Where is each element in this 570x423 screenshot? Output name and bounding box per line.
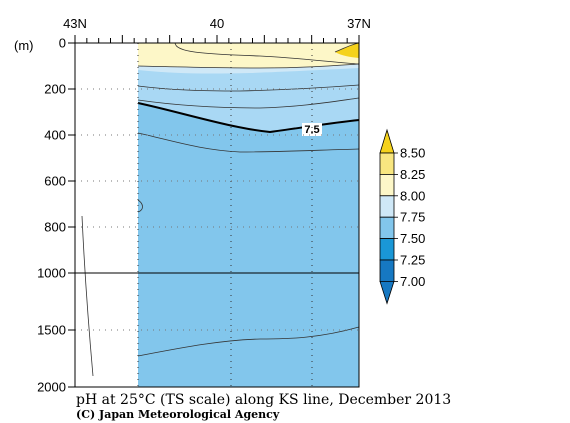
legend: 8.50 8.25 8.00 7.75 7.50 7.25 7.00 xyxy=(379,128,425,305)
contour-line xyxy=(137,326,360,357)
legend-swatch xyxy=(379,152,395,175)
y-tick-label: 1500 xyxy=(37,323,66,338)
legend-label: 7.00 xyxy=(400,274,425,289)
y-axis-unit: (m) xyxy=(14,38,34,53)
y-tick-label: 800 xyxy=(44,220,66,235)
legend-swatch xyxy=(379,195,395,218)
legend-swatch xyxy=(379,238,395,261)
contour-label-bg xyxy=(302,123,322,136)
y-tick-label: 600 xyxy=(44,174,66,189)
contour-line xyxy=(81,215,94,377)
contour-line-7-5 xyxy=(137,102,360,134)
chart-title: pH at 25°C (TS scale) along KS line, Dec… xyxy=(76,392,451,408)
legend-label: 8.00 xyxy=(400,188,425,203)
contour-line xyxy=(137,63,360,69)
contour-line xyxy=(137,199,143,213)
contour-label: 7.5 xyxy=(304,124,319,136)
contour-line xyxy=(137,97,360,109)
contour-line xyxy=(137,84,360,92)
contour-lines xyxy=(81,42,360,377)
legend-label: 7.25 xyxy=(400,253,425,268)
x-tick-label-37n: 37N xyxy=(347,16,371,31)
x-tick-label-40: 40 xyxy=(210,16,224,31)
legend-label: 7.75 xyxy=(400,210,425,225)
legend-label: 7.50 xyxy=(400,231,425,246)
y-tick-label: 200 xyxy=(44,82,66,97)
legend-label: 8.25 xyxy=(400,167,425,182)
legend-swatch xyxy=(379,173,395,197)
x-tick-label-43n: 43N xyxy=(63,16,87,31)
contour-line xyxy=(174,42,360,65)
legend-swatch xyxy=(379,259,395,282)
y-tick-label: 0 xyxy=(59,36,66,51)
legend-swatch xyxy=(379,216,395,239)
y-tick-label: 400 xyxy=(44,128,66,143)
y-axis: 0 200 400 600 800 1000 1500 2000 xyxy=(37,36,75,395)
legend-swatch xyxy=(379,128,395,154)
data-fill xyxy=(138,43,359,387)
legend-swatch xyxy=(379,281,395,305)
top-axis-ticks xyxy=(74,35,360,43)
legend-label: 8.50 xyxy=(400,146,425,161)
credit-text: (C) Japan Meteorological Agency xyxy=(76,408,280,421)
y-tick-label: 1000 xyxy=(37,266,66,281)
y-tick-label: 2000 xyxy=(37,380,66,395)
contour-line xyxy=(137,132,360,153)
fill-above-8-25-patch xyxy=(335,43,359,58)
